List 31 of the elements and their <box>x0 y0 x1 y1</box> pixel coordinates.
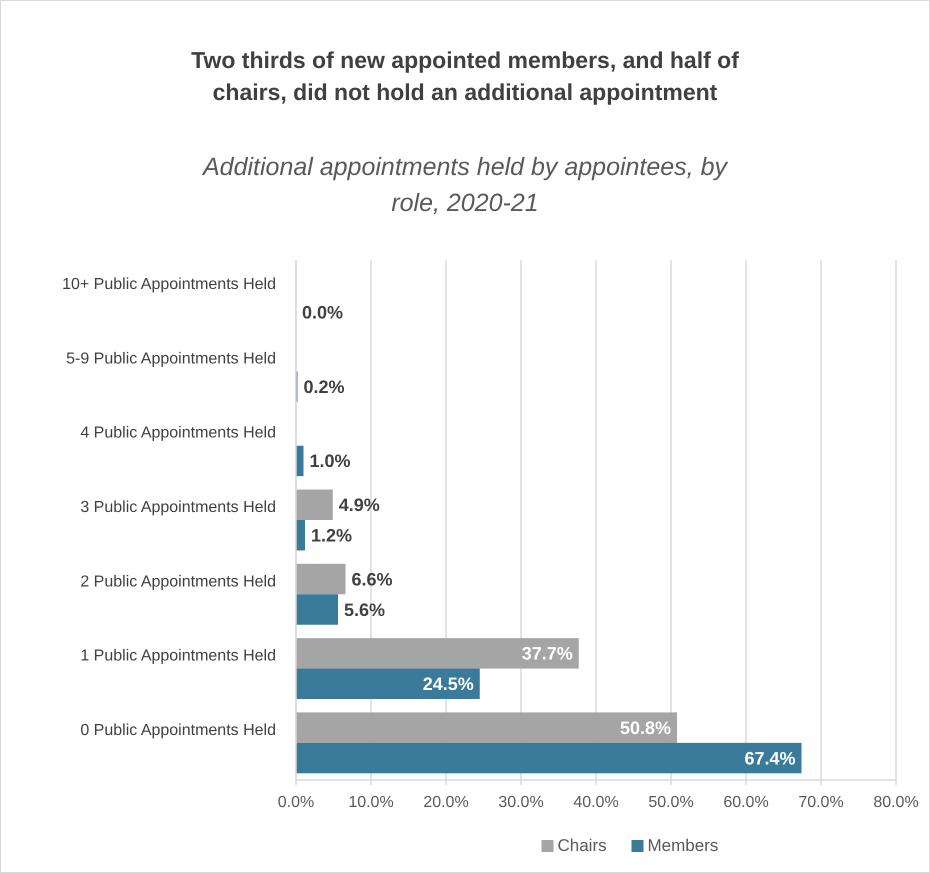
x-tick-label: 50.0% <box>648 794 694 811</box>
legend-label: Chairs <box>558 836 607 855</box>
chart-title: Two thirds of new appointed members, and half of chairs, did not hold an additional appointment <box>191 47 740 105</box>
data-label: 1.0% <box>310 451 351 472</box>
x-tick-label: 10.0% <box>348 794 394 811</box>
x-tick-label: 80.0% <box>873 794 919 811</box>
y-tick-label: 10+ Public Appointments Held <box>62 276 276 294</box>
data-label: 1.2% <box>311 526 352 546</box>
legend-label: Members <box>648 836 718 855</box>
y-tick-label: 3 Public Appointments Held <box>80 499 276 516</box>
y-tick-label: 4 Public Appointments Held <box>80 424 276 442</box>
x-tick-label: 70.0% <box>798 794 844 811</box>
data-label: 0.2% <box>304 376 345 397</box>
x-tick-label: 40.0% <box>573 794 619 811</box>
x-tick-label: 60.0% <box>723 794 769 811</box>
data-label: 37.7% <box>522 644 573 664</box>
y-tick-label: 1 Public Appointments Held <box>80 648 276 665</box>
data-label: 4.9% <box>338 495 380 516</box>
data-label: 67.4% <box>744 748 796 768</box>
data-label: 6.6% <box>352 569 393 590</box>
data-label: 5.6% <box>344 600 386 620</box>
y-tick-label: 5-9 Public Appointments Held <box>66 350 276 368</box>
x-tick-label: 20.0% <box>423 794 469 811</box>
x-tick-label: 0.0% <box>278 794 314 811</box>
data-label: 24.5% <box>422 674 474 694</box>
x-tick-label: 30.0% <box>498 794 544 811</box>
y-tick-label: 2 Public Appointments Held <box>80 573 276 590</box>
chart-subtitle: Additional appointments held by appointees, by role, 2020-21 <box>201 153 728 217</box>
y-tick-label: 0 Public Appointments Held <box>80 722 276 739</box>
data-label: 50.8% <box>620 718 671 738</box>
data-label: 0.0% <box>302 302 344 323</box>
